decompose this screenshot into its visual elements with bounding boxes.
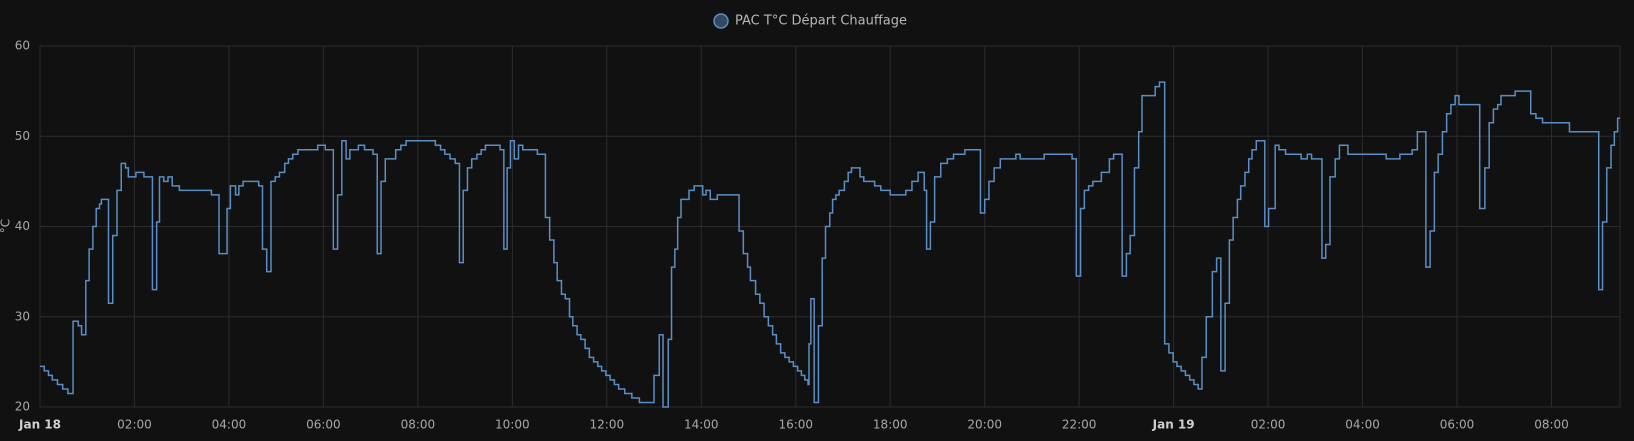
x-tick-label: 08:00 — [1534, 418, 1569, 432]
x-tick-label: 20:00 — [967, 418, 1002, 432]
x-tick-label: 10:00 — [495, 418, 530, 432]
x-tick-label: 02:00 — [1251, 418, 1286, 432]
y-tick-label: 30 — [15, 309, 30, 323]
x-tick-label: 22:00 — [1062, 418, 1097, 432]
y-axis-label: °C — [0, 219, 13, 233]
x-tick-label: Jan 18 — [18, 418, 61, 432]
legend-label[interactable]: PAC T°C Départ Chauffage — [735, 14, 907, 29]
x-tick-label: 08:00 — [401, 418, 436, 432]
x-tick-label: 02:00 — [117, 418, 152, 432]
y-tick-label: 50 — [15, 129, 30, 143]
data-line — [40, 81, 1620, 408]
x-tick-label: 04:00 — [1345, 418, 1380, 432]
x-tick-label: Jan 19 — [1152, 418, 1195, 432]
x-tick-label: 12:00 — [590, 418, 625, 432]
y-tick-label: 60 — [15, 39, 30, 53]
x-tick-label: 06:00 — [1440, 418, 1475, 432]
x-tick-label: 16:00 — [778, 418, 813, 432]
x-tick-label: 18:00 — [873, 418, 908, 432]
x-tick-label: 04:00 — [212, 418, 247, 432]
y-tick-label: 20 — [15, 400, 30, 414]
y-tick-label: 40 — [15, 219, 30, 233]
x-tick-label: 14:00 — [684, 418, 719, 432]
x-tick-label: 06:00 — [306, 418, 341, 432]
legend-marker[interactable] — [713, 13, 729, 29]
